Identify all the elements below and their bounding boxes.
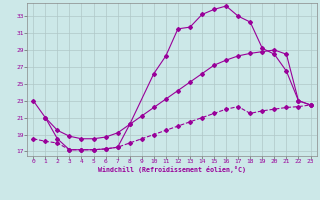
X-axis label: Windchill (Refroidissement éolien,°C): Windchill (Refroidissement éolien,°C) [98,166,246,173]
